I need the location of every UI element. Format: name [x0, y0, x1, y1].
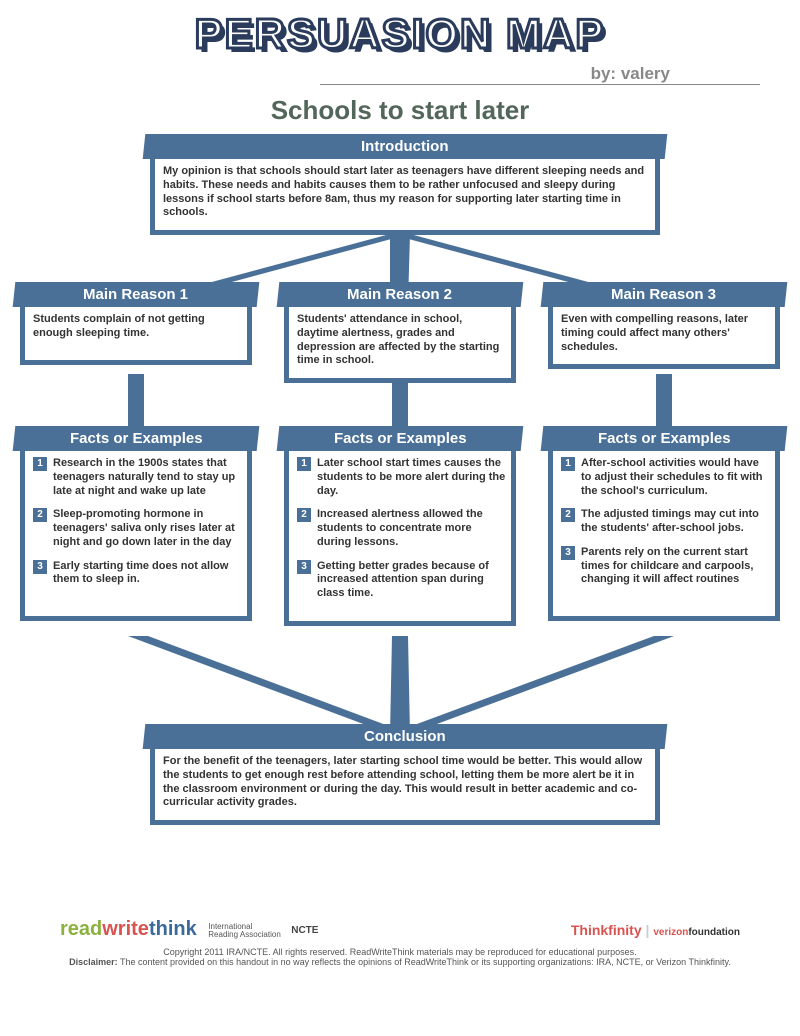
fact-text: Getting better grades because of increas…	[317, 560, 507, 601]
rwt-write: write	[102, 918, 149, 940]
fact-num: 2	[297, 508, 311, 522]
fact-item: 1 Later school start times causes the stu…	[297, 457, 507, 498]
fact-text: Early starting time does not allow them …	[53, 560, 243, 588]
fact-num: 1	[561, 457, 575, 471]
fact-item: 2 Increased alertness allowed the student…	[297, 508, 507, 549]
conclusion-title: Conclusion	[364, 728, 446, 745]
fact-item: 3 Parents rely on the current start times…	[561, 546, 771, 587]
reason-3-box: Main Reason 3 Even with compelling reaso…	[548, 282, 780, 369]
reason-1-header: Main Reason 1	[13, 282, 260, 307]
facts-3-body: 1 After-school activities would have to a…	[548, 451, 780, 621]
fact-num: 3	[297, 560, 311, 574]
fact-num: 3	[33, 560, 47, 574]
topic-title: Schools to start later	[0, 95, 800, 126]
reason-1-body: Students complain of not getting enough …	[20, 307, 252, 365]
disclaimer-label: Disclaimer:	[69, 957, 118, 967]
header: PERSUASION MAP by: valery	[0, 0, 800, 85]
facts-1-title: Facts or Examples	[70, 430, 203, 447]
reason-2-body: Students' attendance in school, daytime …	[284, 307, 516, 383]
readwritethink-logo: readwritethink InternationalReading Asso…	[60, 918, 318, 941]
author-name: valery	[621, 64, 670, 83]
fact-item: 3 Early starting time does not allow them…	[33, 560, 243, 588]
facts-2-title: Facts or Examples	[334, 430, 467, 447]
foundation-label: foundation	[688, 927, 740, 938]
fact-text: Research in the 1900s states that teenag…	[53, 457, 243, 498]
facts-3-title: Facts or Examples	[598, 430, 731, 447]
reason-1-title: Main Reason 1	[83, 286, 188, 303]
disclaimer-text: Disclaimer: The content provided on this…	[40, 957, 760, 967]
fact-text: The adjusted timings may cut into the st…	[581, 508, 771, 536]
intro-body: My opinion is that schools should start …	[150, 159, 660, 235]
thinkfinity-label: Thinkfinity	[571, 922, 642, 938]
persuasion-map: Introduction My opinion is that schools …	[20, 134, 780, 914]
logo-row: readwritethink InternationalReading Asso…	[40, 914, 760, 947]
fact-text: Later school start times causes the stud…	[317, 457, 507, 498]
fact-num: 3	[561, 546, 575, 560]
facts-1-box: Facts or Examples 1 Research in the 1900s…	[20, 426, 252, 621]
facts-2-box: Facts or Examples 1 Later school start ti…	[284, 426, 516, 626]
verizon-label: verizon	[653, 927, 688, 938]
intro-header-text: Introduction	[361, 138, 448, 155]
fact-item: 3 Getting better grades because of increa…	[297, 560, 507, 601]
conclusion-header: Conclusion	[143, 724, 668, 749]
fact-text: Sleep-promoting hormone in teenagers' sa…	[53, 508, 243, 549]
intro-box: Introduction My opinion is that schools …	[150, 134, 660, 235]
reason-3-body: Even with compelling reasons, later timi…	[548, 307, 780, 369]
reason-3-title: Main Reason 3	[611, 286, 716, 303]
fact-item: 1 Research in the 1900s states that teena…	[33, 457, 243, 498]
conclusion-box: Conclusion For the benefit of the teenag…	[150, 724, 660, 825]
byline: by: valery	[320, 64, 760, 85]
page-title: PERSUASION MAP	[0, 10, 800, 58]
facts-3-header: Facts or Examples	[541, 426, 788, 451]
facts-3-box: Facts or Examples 1 After-school activiti…	[548, 426, 780, 621]
ncte-logo: NCTE	[291, 925, 318, 936]
reason-2-header: Main Reason 2	[277, 282, 524, 307]
fact-text: Parents rely on the current start times …	[581, 546, 771, 587]
thinkfinity-logo: Thinkfinity | verizonfoundation	[571, 922, 740, 938]
facts-2-body: 1 Later school start times causes the stu…	[284, 451, 516, 626]
rwt-think: think	[149, 918, 197, 940]
fact-text: Increased alertness allowed the students…	[317, 508, 507, 549]
conclusion-body: For the benefit of the teenagers, later …	[150, 749, 660, 825]
facts-1-header: Facts or Examples	[13, 426, 260, 451]
disclaimer-body: The content provided on this handout in …	[120, 957, 731, 967]
footer: readwritethink InternationalReading Asso…	[40, 914, 760, 967]
facts-1-body: 1 Research in the 1900s states that teena…	[20, 451, 252, 621]
fact-text: After-school activities would have to ad…	[581, 457, 771, 498]
rwt-read: read	[60, 918, 102, 940]
fact-num: 2	[561, 508, 575, 522]
fact-num: 1	[33, 457, 47, 471]
by-label: by:	[591, 64, 617, 83]
copyright-text: Copyright 2011 IRA/NCTE. All rights rese…	[40, 947, 760, 957]
reason-3-header: Main Reason 3	[541, 282, 788, 307]
fact-num: 2	[33, 508, 47, 522]
fact-item: 2 Sleep-promoting hormone in teenagers' s…	[33, 508, 243, 549]
reason-2-box: Main Reason 2 Students' attendance in sc…	[284, 282, 516, 383]
fact-item: 1 After-school activities would have to a…	[561, 457, 771, 498]
intro-header: Introduction	[143, 134, 668, 159]
reason-2-title: Main Reason 2	[347, 286, 452, 303]
facts-2-header: Facts or Examples	[277, 426, 524, 451]
rwt-subtitle: InternationalReading Association	[208, 923, 281, 939]
fact-item: 2 The adjusted timings may cut into the s…	[561, 508, 771, 536]
fact-num: 1	[297, 457, 311, 471]
reason-1-box: Main Reason 1 Students complain of not g…	[20, 282, 252, 365]
